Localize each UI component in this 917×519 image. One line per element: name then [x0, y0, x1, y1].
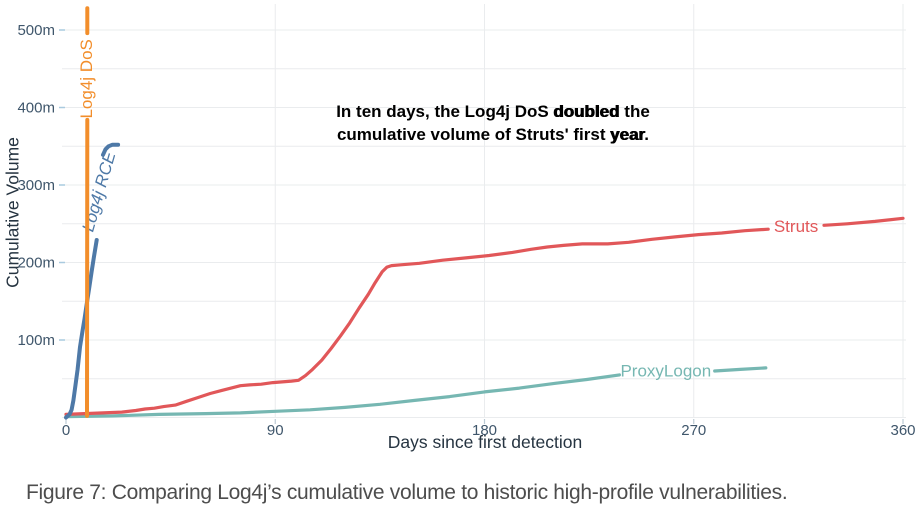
x-tick-label: 90 — [267, 422, 284, 439]
chart-plot-area: 100m 200m 300m 400m 500m 0 90 180 270 360 ProxyLog… — [17, 4, 916, 439]
annotation-line: In ten days, the Log4j DoS doubled the — [336, 102, 650, 121]
y-tick-label: 500m — [17, 22, 55, 39]
series-label-log4j-rce: Log4j RCE — [79, 149, 120, 234]
x-axis-title: Days since first detection — [387, 432, 583, 452]
y-tick-label: 100m — [17, 332, 55, 349]
x-tick-label: 270 — [681, 422, 706, 439]
series-label-proxylogon: ProxyLogon — [620, 361, 711, 380]
series-line-proxylogon — [64, 373, 622, 419]
series-line-log4j-rce — [64, 238, 99, 420]
y-tick-label: 400m — [17, 100, 55, 117]
figure-caption: Figure 7: Comparing Log4j’s cumulative v… — [26, 481, 788, 504]
series-line-log4j-rce — [101, 142, 121, 157]
chart-annotation: In ten days, the Log4j DoS doubled the cu… — [243, 100, 743, 146]
series-line-struts — [822, 216, 905, 227]
y-axis-title: Cumulative Volume — [2, 137, 23, 288]
series-label-log4j-dos: Log4j DoS — [77, 39, 96, 118]
annotation-line: cumulative volume of Struts' first year. — [336, 125, 650, 144]
x-tick-label: 360 — [890, 422, 915, 439]
x-tick-label: 0 — [62, 422, 70, 439]
y-tick-label: 200m — [17, 255, 55, 272]
series-label-struts: Struts — [774, 217, 818, 236]
y-tick-label: 300m — [17, 177, 55, 194]
series-line-proxylogon — [713, 366, 768, 373]
x-tick-label: 180 — [472, 422, 497, 439]
series-line-struts — [64, 227, 770, 416]
